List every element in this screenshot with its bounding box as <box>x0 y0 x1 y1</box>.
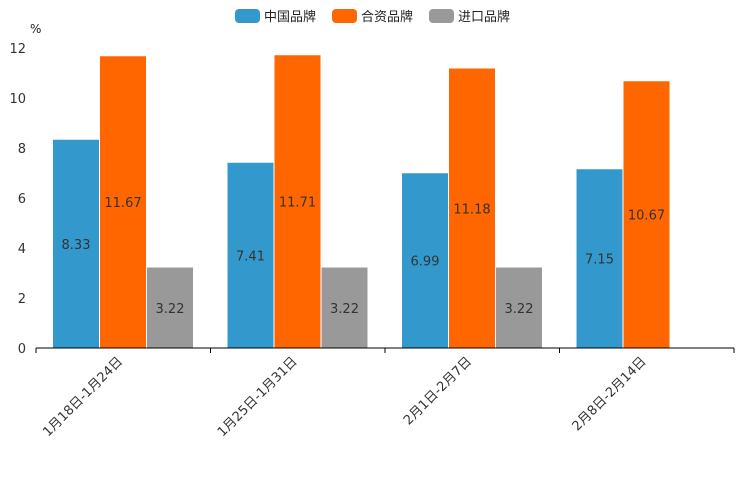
legend-swatch[interactable] <box>235 9 260 23</box>
y-tick-label: 4 <box>18 242 26 257</box>
legend-label[interactable]: 合资品牌 <box>361 9 413 25</box>
bar <box>402 173 448 348</box>
data-label: 7.15 <box>585 253 614 268</box>
bar <box>147 267 193 348</box>
legend-label[interactable]: 进口品牌 <box>458 9 510 25</box>
data-label: 10.67 <box>628 209 665 224</box>
x-tick-label: 2月8日-2月14日 <box>570 354 650 434</box>
y-tick-label: 12 <box>9 42 26 57</box>
data-label: 11.71 <box>279 196 316 211</box>
y-tick-label: 2 <box>18 292 26 307</box>
y-axis-unit-label: % <box>30 22 41 36</box>
bar <box>274 55 321 348</box>
y-axis: 0 2 4 6 8 10 12 <box>9 42 26 357</box>
data-label: 11.67 <box>104 196 141 211</box>
x-axis: 1月18日-1月24日 1月25日-1月31日 2月1日-2月7日 2月8日-2月14… <box>35 347 735 440</box>
x-tick-label: 1月18日-1月24日 <box>40 354 126 440</box>
x-tick-label: 1月25日-1月31日 <box>215 354 301 440</box>
bar <box>449 68 495 348</box>
bar <box>53 139 99 348</box>
legend-swatch[interactable] <box>429 9 454 23</box>
y-tick-label: 10 <box>9 92 26 107</box>
data-label: 11.18 <box>453 202 490 217</box>
bars: 8.33 11.67 3.22 7.41 11.71 3.22 6.99 11.18 3.22 7… <box>53 55 670 348</box>
data-label: 7.41 <box>236 249 265 264</box>
data-label: 3.22 <box>330 302 359 317</box>
bar <box>576 169 623 348</box>
bar <box>100 56 146 348</box>
data-label: 6.99 <box>411 255 440 270</box>
bar <box>227 162 274 348</box>
y-tick-label: 8 <box>18 142 26 157</box>
bar <box>496 267 542 348</box>
y-tick-label: 6 <box>18 192 26 207</box>
legend-label[interactable]: 中国品牌 <box>264 9 316 25</box>
data-label: 3.22 <box>156 302 185 317</box>
bar <box>623 81 670 348</box>
legend-swatch[interactable] <box>332 9 357 23</box>
data-label: 3.22 <box>505 302 534 317</box>
data-label: 8.33 <box>62 238 91 253</box>
bar <box>321 267 368 348</box>
legend: 中国品牌 合资品牌 进口品牌 <box>235 9 510 25</box>
y-tick-label: 0 <box>18 342 26 357</box>
x-tick-label: 2月1日-2月7日 <box>401 354 475 428</box>
